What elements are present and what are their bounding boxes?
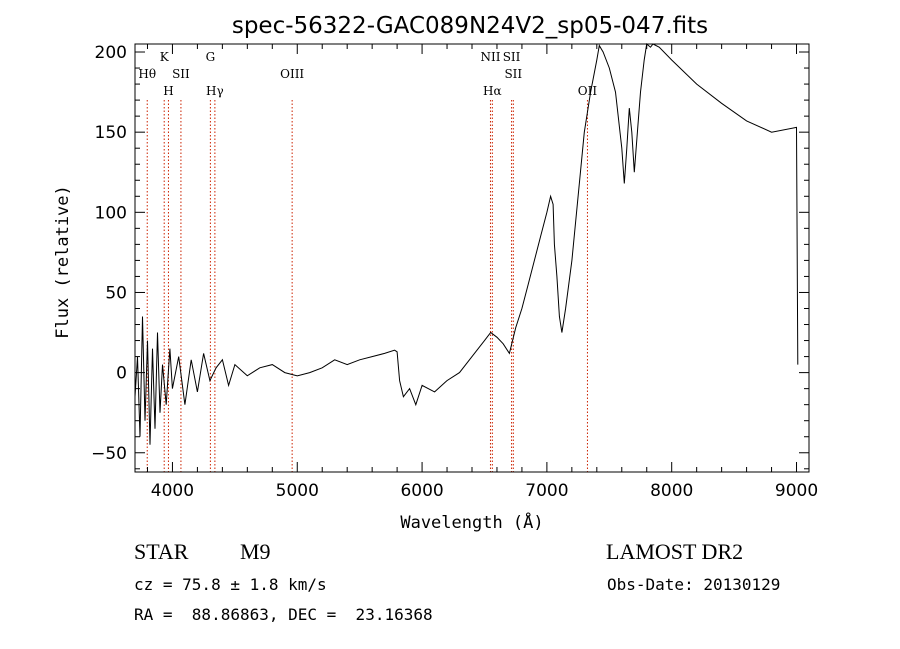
object-class: STAR — [134, 539, 189, 564]
y-tick-label: 50 — [105, 283, 127, 303]
spectrum-series-line — [134, 43, 799, 445]
x-tick-label: 6000 — [400, 481, 443, 501]
y-tick-label: 200 — [95, 43, 127, 63]
spectral-line-markers — [146, 100, 588, 472]
y-axis-label: Flux (relative) — [53, 185, 73, 339]
y-tick-label: −50 — [91, 444, 127, 464]
spectral-line-label: SII — [504, 67, 522, 81]
redshift-cz: cz = 75.8 ± 1.8 km/s — [134, 575, 327, 594]
plot-frame — [134, 43, 810, 473]
object-subclass: M9 — [240, 539, 271, 564]
x-axis-label: Wavelength (Å) — [400, 511, 543, 533]
spectral-line-label: K — [160, 50, 170, 64]
y-tick-label: 150 — [95, 123, 127, 143]
y-tick-label: 100 — [95, 203, 127, 223]
spectral-line-label: SII — [172, 67, 190, 81]
observation-date: Obs-Date: 20130129 — [607, 575, 781, 594]
x-tick-label: 7000 — [525, 481, 568, 501]
x-tick-label: 9000 — [775, 481, 818, 501]
spectral-line-label: H — [163, 84, 173, 98]
survey-name: LAMOST DR2 — [606, 539, 744, 564]
spectral-line-label: Hγ — [206, 84, 224, 98]
y-axis-ticks: −50 0 50 100 150 200 — [91, 43, 809, 470]
chart-title: spec-56322-GAC089N24V2_sp05-047.fits — [232, 13, 708, 39]
ra-dec-coordinates: RA = 88.86863, DEC = 23.16368 — [134, 605, 433, 624]
spectral-line-label: G — [206, 50, 216, 64]
x-tick-label: 8000 — [650, 481, 693, 501]
spectral-line-label: Hθ — [138, 67, 156, 81]
spectral-line-label: NII — [480, 50, 500, 64]
spectral-line-label: SII — [503, 50, 521, 64]
spectral-line-label: Hα — [483, 84, 502, 98]
spectral-line-label: OIII — [280, 67, 304, 81]
y-tick-label: 0 — [116, 364, 127, 384]
x-tick-label: 4000 — [151, 481, 194, 501]
spectral-line-label: OII — [578, 84, 598, 98]
x-axis-ticks: 4000 5000 6000 7000 8000 9000 — [146, 44, 818, 501]
x-tick-label: 5000 — [276, 481, 319, 501]
